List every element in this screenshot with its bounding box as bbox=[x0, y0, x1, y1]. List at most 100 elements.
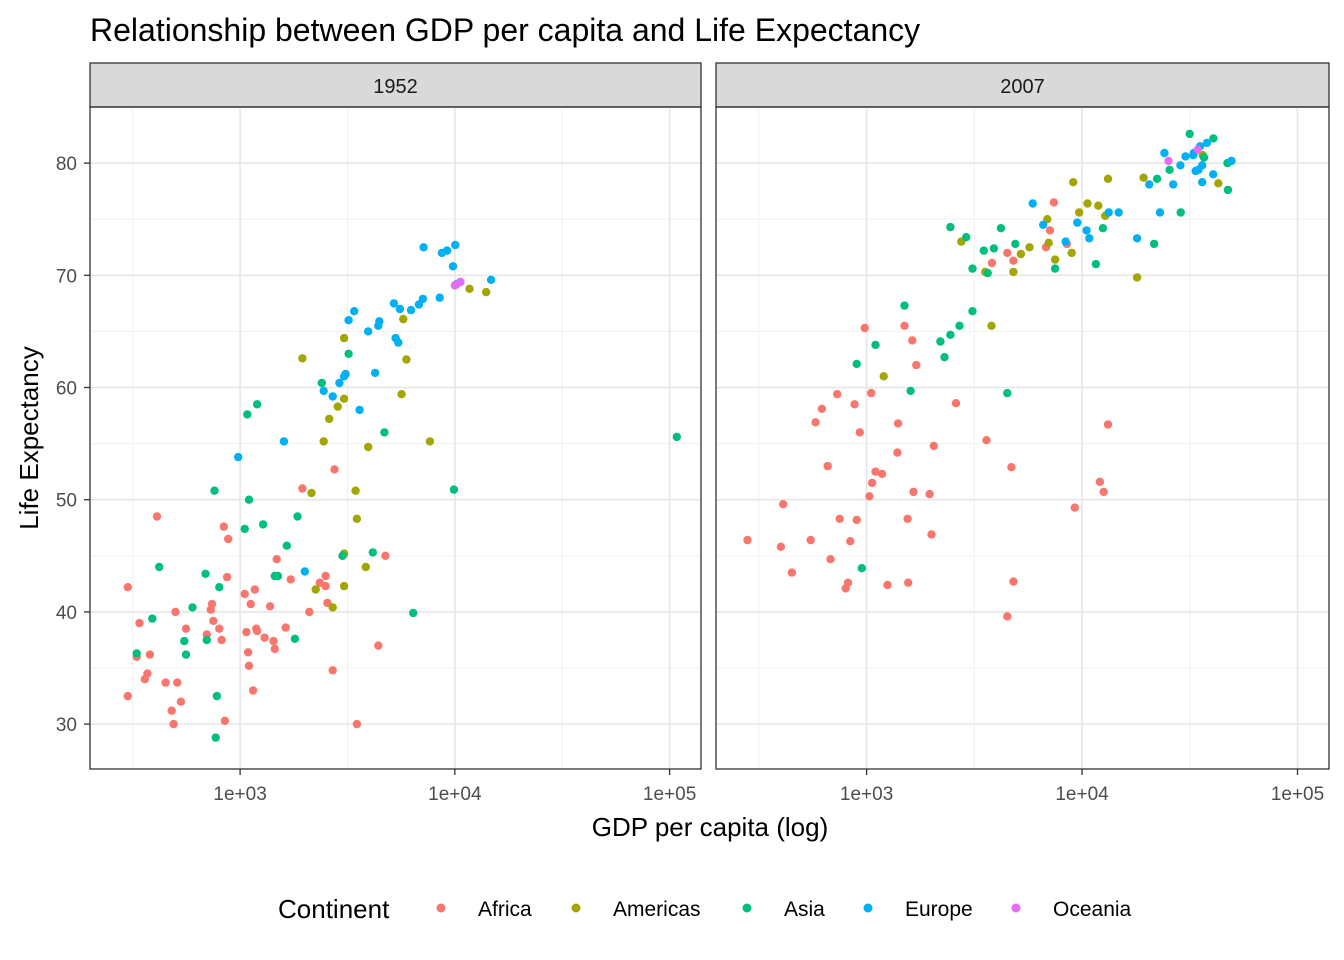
point-africa bbox=[787, 568, 797, 577]
point-africa bbox=[250, 585, 259, 594]
legend-items: Africa Americas Asia Europe Oceania bbox=[436, 898, 1132, 921]
point-asia bbox=[215, 583, 224, 592]
point-africa bbox=[912, 360, 921, 370]
point-africa bbox=[987, 258, 997, 268]
point-asia bbox=[244, 495, 254, 504]
point-asia bbox=[1176, 208, 1185, 217]
point-asia bbox=[243, 410, 252, 419]
point-asia bbox=[240, 524, 249, 534]
point-asia bbox=[290, 634, 300, 643]
point-europe bbox=[1028, 199, 1037, 208]
point-africa bbox=[776, 542, 786, 551]
point-africa bbox=[779, 500, 788, 509]
x-tick-label: 1e+05 bbox=[643, 784, 696, 805]
point-americas bbox=[402, 355, 411, 364]
point-asia bbox=[211, 733, 220, 742]
point-americas bbox=[319, 437, 328, 446]
point-africa bbox=[243, 648, 253, 657]
panel-border-1952 bbox=[89, 106, 702, 770]
point-africa bbox=[171, 607, 180, 617]
point-americas bbox=[328, 603, 337, 612]
point-africa bbox=[806, 535, 815, 545]
point-africa bbox=[951, 399, 961, 408]
point-africa bbox=[860, 323, 869, 333]
point-asia bbox=[852, 359, 861, 369]
point-africa bbox=[843, 578, 853, 587]
legend-title: Continent bbox=[278, 894, 390, 924]
point-africa bbox=[321, 581, 330, 591]
point-africa bbox=[817, 404, 827, 413]
point-asia bbox=[282, 541, 291, 550]
point-asia bbox=[983, 268, 992, 278]
point-europe bbox=[418, 294, 428, 304]
point-africa bbox=[846, 537, 855, 546]
point-asia bbox=[1209, 134, 1218, 143]
point-africa bbox=[852, 515, 861, 525]
point-europe bbox=[1104, 208, 1113, 217]
point-asia bbox=[188, 603, 197, 612]
point-europe bbox=[1198, 178, 1207, 187]
point-asia bbox=[672, 432, 681, 442]
x-tick-label: 1e+03 bbox=[840, 784, 893, 805]
panel-1952: 1952 1e+03 1e+04 1e+05 30 40 50 60 70 80 bbox=[56, 62, 702, 805]
point-asia bbox=[996, 224, 1006, 233]
point-americas bbox=[879, 372, 888, 381]
legend-label-oceania: Oceania bbox=[1053, 898, 1132, 921]
point-africa bbox=[161, 678, 170, 687]
point-europe bbox=[344, 316, 353, 325]
point-africa bbox=[867, 388, 876, 398]
point-africa bbox=[209, 616, 218, 626]
y-tick-label: 80 bbox=[56, 154, 77, 175]
point-africa bbox=[217, 635, 226, 645]
point-asia bbox=[900, 301, 909, 310]
point-americas bbox=[1067, 248, 1076, 258]
x-tick-label: 1e+03 bbox=[213, 784, 266, 805]
point-europe bbox=[1085, 234, 1094, 243]
point-americas bbox=[1044, 238, 1053, 247]
point-europe bbox=[1082, 226, 1091, 235]
point-asia bbox=[252, 400, 262, 409]
point-africa bbox=[1070, 503, 1080, 512]
point-europe bbox=[1176, 161, 1185, 170]
point-asia bbox=[968, 307, 977, 316]
strip-1952 bbox=[89, 62, 702, 108]
legend-swatch-oceania bbox=[1011, 903, 1021, 913]
point-asia bbox=[273, 571, 283, 581]
point-africa bbox=[893, 419, 903, 428]
point-asia bbox=[955, 321, 964, 330]
point-africa bbox=[867, 478, 877, 488]
point-africa bbox=[224, 534, 233, 544]
point-americas bbox=[361, 562, 370, 572]
point-asia bbox=[1011, 239, 1020, 249]
point-africa bbox=[220, 716, 230, 725]
point-africa bbox=[181, 624, 191, 633]
point-africa bbox=[982, 436, 991, 445]
point-americas bbox=[1132, 273, 1142, 282]
point-europe bbox=[486, 275, 496, 284]
y-tick-label: 50 bbox=[56, 491, 77, 512]
point-africa bbox=[248, 686, 258, 695]
legend-label-europe: Europe bbox=[905, 898, 973, 921]
point-africa bbox=[240, 589, 249, 599]
point-africa bbox=[1003, 612, 1012, 621]
strip-2007 bbox=[715, 62, 1330, 108]
point-africa bbox=[1007, 463, 1016, 472]
point-asia bbox=[317, 378, 326, 388]
point-europe bbox=[364, 327, 373, 336]
point-africa bbox=[903, 514, 912, 523]
point-europe bbox=[389, 299, 399, 308]
point-americas bbox=[465, 284, 474, 293]
point-asia bbox=[180, 636, 189, 646]
point-africa bbox=[904, 578, 913, 587]
point-americas bbox=[325, 414, 334, 424]
point-asia bbox=[940, 353, 949, 362]
point-asia bbox=[148, 614, 157, 623]
point-europe bbox=[1209, 170, 1218, 179]
point-africa bbox=[152, 512, 162, 521]
x-tick-label: 1e+04 bbox=[1055, 784, 1109, 805]
point-europe bbox=[1132, 234, 1142, 243]
panel-border-2007 bbox=[715, 106, 1330, 770]
point-africa bbox=[330, 465, 339, 474]
point-europe bbox=[406, 305, 416, 315]
